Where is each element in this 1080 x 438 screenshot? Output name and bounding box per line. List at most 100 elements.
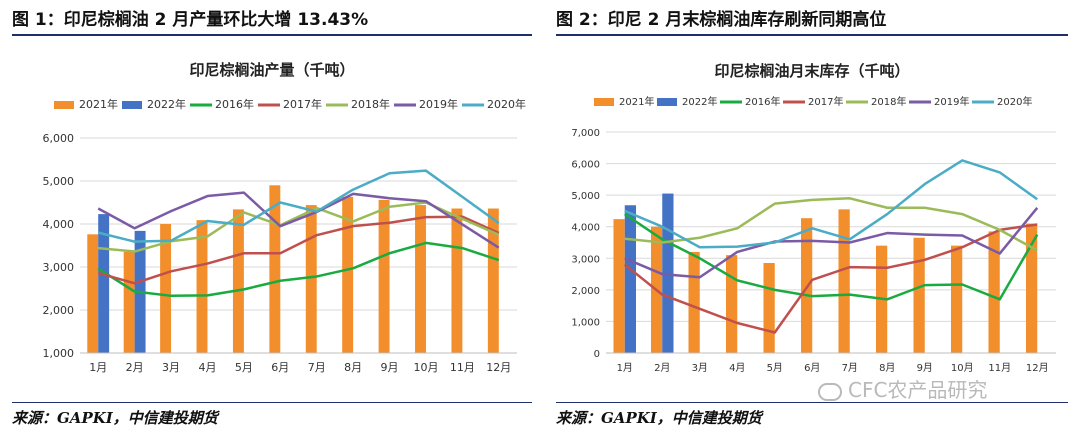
legend-item-2016年: 2016年 xyxy=(190,97,254,111)
legend-item-2016年: 2016年 xyxy=(720,95,780,108)
legend-label: 2018年 xyxy=(351,97,390,111)
bar-2021年-5月 xyxy=(232,209,244,353)
x-tick-label: 10月 xyxy=(413,361,438,374)
y-tick-label: 5,000 xyxy=(571,191,600,202)
legend-label: 2017年 xyxy=(808,95,843,108)
y-tick-label: 3,000 xyxy=(571,254,600,265)
line-2017年 xyxy=(623,223,1038,334)
legend-label: 2020年 xyxy=(487,97,526,111)
legend-label: 2022年 xyxy=(147,97,186,111)
legend-swatch xyxy=(54,101,74,109)
x-tick-label: 12月 xyxy=(1026,362,1049,374)
x-tick-label: 12月 xyxy=(486,361,511,374)
legend-item-2020年: 2020年 xyxy=(462,97,526,111)
bar-2021年-10月 xyxy=(951,245,963,353)
legend-label: 2018年 xyxy=(871,95,906,108)
legend-label: 2016年 xyxy=(745,95,780,108)
chart-title: 印尼棕榈油月末库存（千吨） xyxy=(714,62,909,80)
legend-item-2019年: 2019年 xyxy=(394,97,458,111)
y-tick-label: 4,000 xyxy=(43,218,75,231)
bar-2022年-1月 xyxy=(624,205,636,353)
line-2016年 xyxy=(624,213,1039,301)
chart-title: 印尼棕榈油产量（千吨） xyxy=(189,61,354,79)
x-tick-label: 4月 xyxy=(729,362,745,374)
legend-item-2022年: 2022年 xyxy=(122,97,186,111)
legend-label: 2016年 xyxy=(215,97,254,111)
inventory-chart: 印尼棕榈油月末库存（千吨） 2021年 2022年 2016年 2017年 2018年 20… xyxy=(571,62,1056,374)
bar-2021年-5月 xyxy=(763,263,775,353)
bar-2021年-3月 xyxy=(160,224,172,353)
x-tick-label: 9月 xyxy=(917,362,933,374)
production-chart: 印尼棕榈油产量（千吨） 2021年 2022年 2016年 2017年 2018年 2019… xyxy=(43,61,527,374)
x-tick-label: 6月 xyxy=(804,362,820,374)
legend-item-2022年: 2022年 xyxy=(657,95,717,108)
bar-2021年-2月 xyxy=(123,251,135,353)
legend-swatch xyxy=(122,101,142,109)
bar-2021年-3月 xyxy=(688,251,700,353)
line-2020年 xyxy=(624,159,1038,249)
bar-2021年-11月 xyxy=(451,208,463,353)
y-tick-label: 6,000 xyxy=(43,132,75,145)
x-tick-label: 1月 xyxy=(89,361,107,374)
x-tick-label: 3月 xyxy=(692,362,708,374)
watermark-text: CFC农产品研究 xyxy=(848,378,988,402)
x-tick-label: 11月 xyxy=(988,362,1011,374)
y-tick-label: 1,000 xyxy=(571,317,600,328)
y-tick-label: 2,000 xyxy=(571,286,600,297)
x-tick-label: 5月 xyxy=(235,361,253,374)
y-tick-label: 5,000 xyxy=(43,175,75,188)
watermark: CFC农产品研究 xyxy=(818,374,987,403)
figure-1-source: 来源：GAPKI，中信建投期货 xyxy=(12,402,532,433)
legend-item-2019年: 2019年 xyxy=(909,95,969,108)
y-tick-label: 4,000 xyxy=(571,223,600,234)
legend-label: 2019年 xyxy=(419,97,458,111)
bar-2021年-7月 xyxy=(838,209,850,353)
figure-2-header: 图 2：印尼 2 月末棕榈油库存刷新同期高位 xyxy=(556,6,1068,36)
line-2018年 xyxy=(624,197,1038,252)
x-tick-label: 4月 xyxy=(198,361,216,374)
figure-2-source: 来源：GAPKI，中信建投期货 xyxy=(556,402,1068,433)
legend-item-2017年: 2017年 xyxy=(258,97,322,111)
x-tick-label: 1月 xyxy=(617,362,633,374)
y-tick-label: 7,000 xyxy=(571,128,600,139)
bar-2021年-8月 xyxy=(342,196,354,353)
y-tick-label: 2,000 xyxy=(43,304,75,317)
line-2019年 xyxy=(624,206,1039,279)
bar-2021年-7月 xyxy=(305,205,317,353)
x-tick-label: 5月 xyxy=(767,362,783,374)
legend-swatch xyxy=(594,98,614,106)
legend-label: 2020年 xyxy=(997,95,1032,108)
line-2019年 xyxy=(97,191,500,249)
figure-1-header: 图 1：印尼棕榈油 2 月产量环比大增 13.43% xyxy=(12,6,532,36)
x-tick-label: 10月 xyxy=(951,362,974,374)
bar-2022年-1月 xyxy=(98,214,110,353)
bar-2021年-10月 xyxy=(415,205,426,353)
legend-item-2021年: 2021年 xyxy=(594,95,654,108)
bar-2021年-9月 xyxy=(378,199,390,353)
legend-item-2018年: 2018年 xyxy=(326,97,390,111)
bar-2021年-11月 xyxy=(988,231,1000,353)
bar-2021年-6月 xyxy=(269,185,281,353)
bar-2021年-12月 xyxy=(487,208,499,353)
x-tick-label: 2月 xyxy=(126,361,144,374)
x-tick-label: 6月 xyxy=(271,361,289,374)
legend-label: 2021年 xyxy=(79,97,118,111)
legend-item-2018年: 2018年 xyxy=(846,95,906,108)
legend-label: 2019年 xyxy=(934,95,969,108)
x-tick-label: 7月 xyxy=(842,362,858,374)
legend-label: 2017年 xyxy=(283,97,322,111)
y-tick-label: 0 xyxy=(594,349,600,360)
y-tick-label: 6,000 xyxy=(571,160,600,171)
bar-2021年-4月 xyxy=(726,255,738,353)
bar-2022年-2月 xyxy=(662,193,674,353)
legend-item-2017年: 2017年 xyxy=(783,95,843,108)
y-tick-label: 1,000 xyxy=(43,347,75,360)
bar-2021年-4月 xyxy=(196,220,208,353)
line-2016年 xyxy=(97,241,500,298)
legend-swatch xyxy=(657,98,677,106)
x-tick-label: 8月 xyxy=(344,361,362,374)
x-tick-label: 9月 xyxy=(381,361,399,374)
x-tick-label: 2月 xyxy=(654,362,670,374)
x-tick-label: 11月 xyxy=(450,361,475,374)
y-tick-label: 3,000 xyxy=(43,261,75,274)
